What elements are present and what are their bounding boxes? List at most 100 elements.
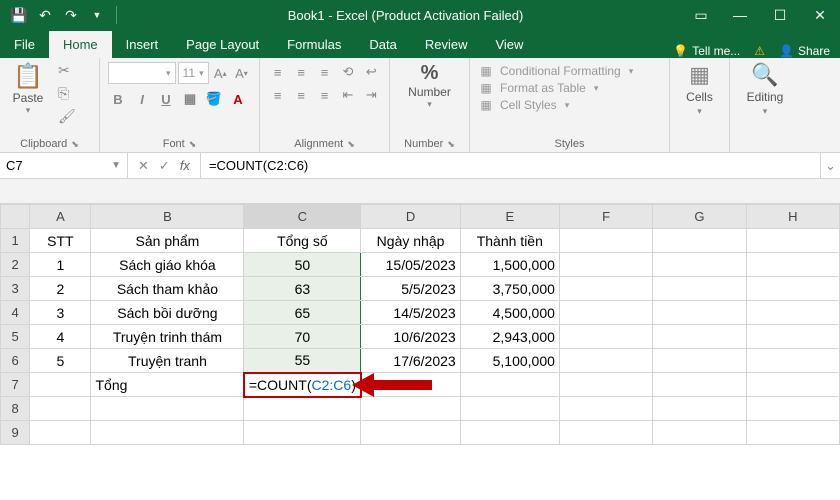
save-icon[interactable]: 💾 <box>8 4 30 26</box>
row-header[interactable]: 4 <box>1 301 30 325</box>
row-header[interactable]: 7 <box>1 373 30 397</box>
fill-color-button[interactable]: 🪣 <box>204 88 224 110</box>
font-color-button[interactable]: A <box>228 88 248 110</box>
cell[interactable] <box>361 373 460 397</box>
cell[interactable] <box>559 421 652 445</box>
cell[interactable]: 17/6/2023 <box>361 349 460 373</box>
format-table-button[interactable]: ▦Format as Table▾ <box>478 81 661 95</box>
cell[interactable] <box>244 397 361 421</box>
dialog-launcher-icon[interactable]: ⬊ <box>347 139 355 150</box>
align-left-icon[interactable]: ≡ <box>268 85 287 105</box>
cell[interactable] <box>460 373 559 397</box>
cell[interactable]: 3 <box>30 301 91 325</box>
cell[interactable] <box>746 253 839 277</box>
cell[interactable] <box>559 349 652 373</box>
cell[interactable] <box>653 397 746 421</box>
cell[interactable] <box>653 349 746 373</box>
col-header[interactable]: H <box>746 205 839 229</box>
cell[interactable]: Sản phẩm <box>91 229 244 253</box>
cell[interactable] <box>746 229 839 253</box>
font-name-combo[interactable]: ▾ <box>108 62 176 84</box>
row-header[interactable]: 9 <box>1 421 30 445</box>
dialog-launcher-icon[interactable]: ⬊ <box>447 139 455 150</box>
dialog-launcher-icon[interactable]: ⬊ <box>71 139 79 150</box>
cell[interactable]: Ngày nhập <box>361 229 460 253</box>
cell[interactable]: 15/05/2023 <box>361 253 460 277</box>
cell[interactable] <box>746 373 839 397</box>
tab-page-layout[interactable]: Page Layout <box>172 31 273 58</box>
row-header[interactable]: 2 <box>1 253 30 277</box>
cell[interactable] <box>653 325 746 349</box>
cell[interactable]: 2,943,000 <box>460 325 559 349</box>
enter-icon[interactable]: ✓ <box>159 158 170 174</box>
cell[interactable]: 5 <box>30 349 91 373</box>
cell[interactable]: 50 <box>244 253 361 277</box>
tab-insert[interactable]: Insert <box>112 31 173 58</box>
tab-data[interactable]: Data <box>355 31 410 58</box>
cell[interactable]: Thành tiền <box>460 229 559 253</box>
undo-icon[interactable]: ↶ <box>34 4 56 26</box>
cell[interactable]: 5/5/2023 <box>361 277 460 301</box>
cell[interactable] <box>91 397 244 421</box>
grow-font-icon[interactable]: A▴ <box>211 62 230 84</box>
qat-dropdown-icon[interactable]: ▼ <box>86 4 108 26</box>
col-header[interactable]: A <box>30 205 91 229</box>
minimize-icon[interactable]: — <box>720 4 760 26</box>
cell[interactable] <box>653 301 746 325</box>
cell[interactable]: 2 <box>30 277 91 301</box>
cell[interactable]: 70 <box>244 325 361 349</box>
cell[interactable]: 14/5/2023 <box>361 301 460 325</box>
cell[interactable]: Tổng số <box>244 229 361 253</box>
align-center-icon[interactable]: ≡ <box>291 85 310 105</box>
cell[interactable] <box>746 421 839 445</box>
cell[interactable] <box>746 349 839 373</box>
formula-bar-input[interactable]: =COUNT(C2:C6) <box>201 158 820 173</box>
ribbon-display-icon[interactable]: ▭ <box>690 4 712 26</box>
cell[interactable]: Truyện tranh <box>91 349 244 373</box>
orientation-icon[interactable]: ⟲ <box>338 62 357 82</box>
cell[interactable] <box>653 253 746 277</box>
cell[interactable]: 3,750,000 <box>460 277 559 301</box>
wrap-text-icon[interactable]: ↩ <box>362 62 381 82</box>
cell[interactable] <box>91 421 244 445</box>
decrease-indent-icon[interactable]: ⇤ <box>338 85 357 105</box>
cell[interactable] <box>30 373 91 397</box>
tab-home[interactable]: Home <box>49 31 112 58</box>
cell[interactable] <box>746 397 839 421</box>
tab-view[interactable]: View <box>481 31 537 58</box>
italic-button[interactable]: I <box>132 88 152 110</box>
cell[interactable] <box>30 421 91 445</box>
cell[interactable] <box>460 421 559 445</box>
cell[interactable] <box>559 301 652 325</box>
cell[interactable] <box>361 397 460 421</box>
dialog-launcher-icon[interactable]: ⬊ <box>189 139 197 150</box>
shrink-font-icon[interactable]: A▾ <box>232 62 251 84</box>
cell[interactable] <box>244 421 361 445</box>
editing-button[interactable]: 🔍 Editing ▾ <box>738 62 792 117</box>
paste-button[interactable]: 📋 Paste ▾ <box>8 62 48 116</box>
cell[interactable]: Sách bồi dưỡng <box>91 301 244 325</box>
cell[interactable]: 4 <box>30 325 91 349</box>
row-header[interactable]: 5 <box>1 325 30 349</box>
cell[interactable]: Sách tham khảo <box>91 277 244 301</box>
cell[interactable] <box>30 397 91 421</box>
cell[interactable]: Truyện trinh thám <box>91 325 244 349</box>
underline-button[interactable]: U <box>156 88 176 110</box>
cell[interactable] <box>361 421 460 445</box>
row-header[interactable]: 3 <box>1 277 30 301</box>
bold-button[interactable]: B <box>108 88 128 110</box>
row-header[interactable]: 8 <box>1 397 30 421</box>
tell-me-search[interactable]: 💡 Tell me... <box>673 44 740 58</box>
share-button[interactable]: 👤 Share <box>779 44 830 58</box>
tab-review[interactable]: Review <box>411 31 482 58</box>
row-header[interactable]: 1 <box>1 229 30 253</box>
number-format-button[interactable]: % Number ▾ <box>398 62 461 110</box>
cell-styles-button[interactable]: ▦Cell Styles▾ <box>478 98 661 112</box>
conditional-formatting-button[interactable]: ▦Conditional Formatting▾ <box>478 64 661 78</box>
cell[interactable]: 55 <box>244 349 361 373</box>
cell[interactable] <box>460 397 559 421</box>
col-header[interactable]: D <box>361 205 460 229</box>
close-icon[interactable]: ✕ <box>800 4 840 26</box>
name-box[interactable]: C7 ▼ <box>0 153 128 178</box>
redo-icon[interactable]: ↷ <box>60 4 82 26</box>
